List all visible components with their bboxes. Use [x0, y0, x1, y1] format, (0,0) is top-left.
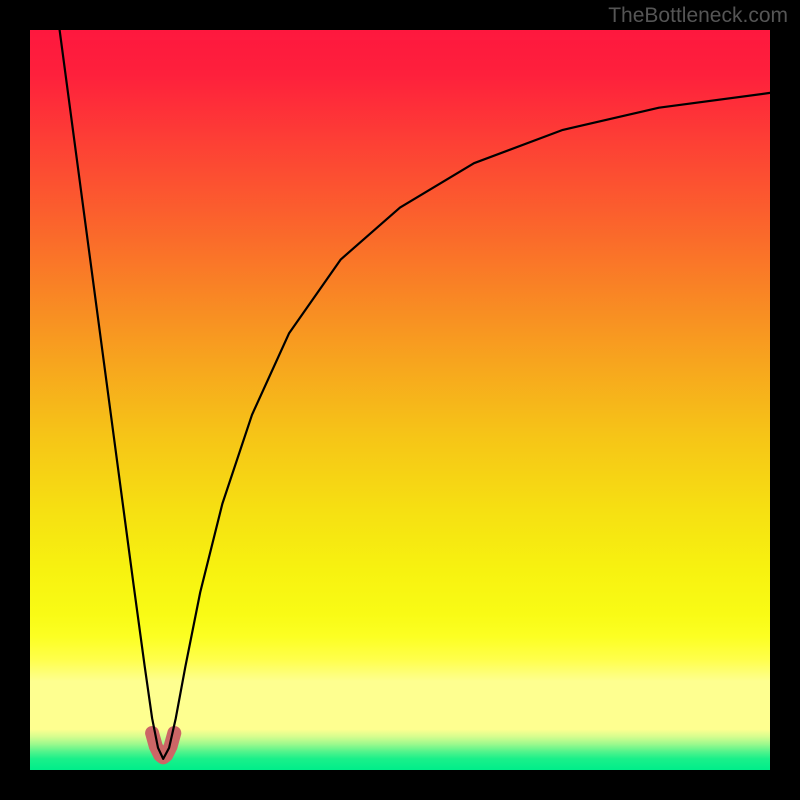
plot-area — [30, 30, 770, 770]
chart-root: TheBottleneck.com — [0, 0, 800, 800]
curve-layer — [30, 30, 770, 770]
curve-path — [60, 30, 770, 759]
watermark-text: TheBottleneck.com — [608, 4, 788, 28]
